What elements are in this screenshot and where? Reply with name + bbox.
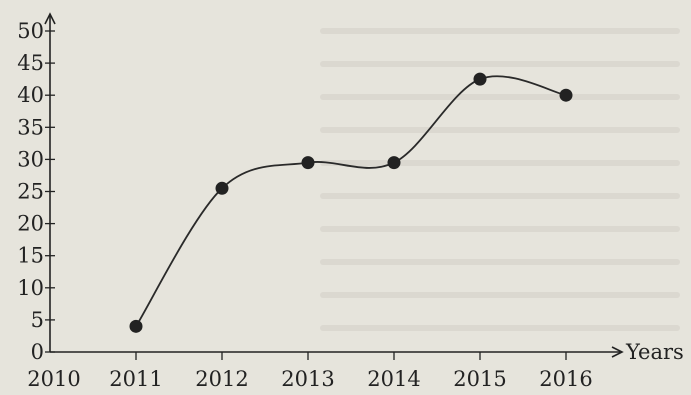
background-text-line <box>320 325 680 331</box>
y-tick-label: 20 <box>17 212 44 236</box>
x-tick-label: 2015 <box>453 367 506 391</box>
y-tick-label: 10 <box>17 276 44 300</box>
y-tick-label: 30 <box>17 147 44 171</box>
y-axis-arrow <box>44 12 56 25</box>
data-point <box>387 156 401 170</box>
data-series <box>129 72 573 333</box>
y-tick-label: 25 <box>17 180 44 204</box>
background-text-line <box>320 292 680 298</box>
x-axis-label: Years <box>625 340 684 364</box>
y-tick-label: 45 <box>17 51 44 75</box>
x-tick-label: 2012 <box>195 367 248 391</box>
x-tick-label: 2011 <box>109 367 162 391</box>
background-text-line <box>320 28 680 34</box>
x-tick-label: 2016 <box>539 367 592 391</box>
y-tick-label: 5 <box>31 308 44 332</box>
y-tick-label: 40 <box>17 83 44 107</box>
data-point <box>301 156 315 170</box>
background-text-line <box>320 94 680 100</box>
x-tick-label: 2014 <box>367 367 420 391</box>
data-point <box>215 181 229 195</box>
data-point <box>129 319 143 333</box>
y-tick-label: 15 <box>17 244 44 268</box>
background-text <box>320 28 680 331</box>
series-line <box>135 75 567 327</box>
x-axis-ticks: 2010 2011 2012 2013 2014 2015 2016 <box>27 352 593 391</box>
background-text-line <box>320 259 680 265</box>
y-tick-label: 0 <box>31 340 44 364</box>
background-text-line <box>320 61 680 67</box>
x-tick-label: 2013 <box>281 367 334 391</box>
data-point <box>473 72 487 86</box>
x-tick-label: 2010 <box>27 367 80 391</box>
background-text-line <box>320 193 680 199</box>
background-text-line <box>320 160 680 166</box>
axes <box>44 12 624 358</box>
background-text-line <box>320 226 680 232</box>
y-tick-label: 50 <box>17 19 44 43</box>
x-axis-arrow <box>611 346 624 358</box>
background-text-line <box>320 127 680 133</box>
y-tick-label: 35 <box>17 115 44 139</box>
data-point <box>559 88 573 102</box>
y-axis-ticks: 0 5 10 15 20 25 30 35 40 45 50 <box>17 19 55 364</box>
